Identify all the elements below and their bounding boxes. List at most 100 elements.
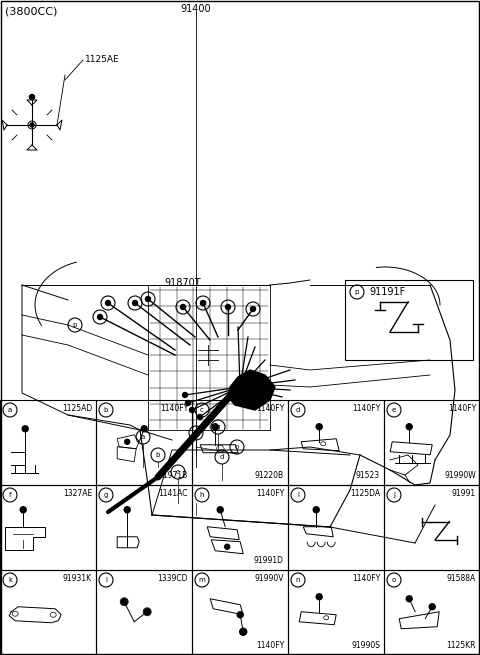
Text: 91400: 91400 xyxy=(180,4,211,14)
Text: e: e xyxy=(251,306,255,312)
Text: 1125AD: 1125AD xyxy=(62,404,92,413)
Text: (3800CC): (3800CC) xyxy=(5,7,58,17)
Text: j: j xyxy=(393,492,395,498)
Circle shape xyxy=(225,544,230,550)
Text: e: e xyxy=(392,407,396,413)
Text: l: l xyxy=(182,304,184,310)
Text: a: a xyxy=(8,407,12,413)
Circle shape xyxy=(406,596,412,602)
Text: i: i xyxy=(107,300,109,306)
Text: h: h xyxy=(200,492,204,498)
Text: 1140FY: 1140FY xyxy=(352,574,380,583)
Bar xyxy=(384,485,480,570)
Circle shape xyxy=(316,593,322,600)
Text: c: c xyxy=(176,469,180,475)
Text: k: k xyxy=(8,577,12,583)
Text: 1125AE: 1125AE xyxy=(85,56,120,64)
Text: g: g xyxy=(104,492,108,498)
Circle shape xyxy=(217,507,223,513)
Text: 1327AE: 1327AE xyxy=(63,489,92,498)
Circle shape xyxy=(30,123,34,127)
Circle shape xyxy=(251,307,255,312)
Bar xyxy=(0,570,96,655)
Text: p: p xyxy=(355,289,359,295)
Bar xyxy=(96,485,192,570)
Circle shape xyxy=(212,424,218,430)
Text: 1141AC: 1141AC xyxy=(158,489,188,498)
Text: o: o xyxy=(392,577,396,583)
Bar xyxy=(384,400,480,485)
Bar xyxy=(0,485,96,570)
Text: 91220B: 91220B xyxy=(255,471,284,480)
Text: 1125DA: 1125DA xyxy=(350,489,380,498)
Text: 1125KR: 1125KR xyxy=(446,641,476,650)
Text: i: i xyxy=(297,492,299,498)
Text: b: b xyxy=(104,407,108,413)
Text: 91991: 91991 xyxy=(452,489,476,498)
Circle shape xyxy=(406,424,412,430)
Bar xyxy=(345,280,473,360)
Text: 1140FY: 1140FY xyxy=(256,641,284,650)
Text: f: f xyxy=(9,492,11,498)
Text: m: m xyxy=(200,300,206,306)
Circle shape xyxy=(97,314,103,320)
Bar xyxy=(192,570,288,655)
Circle shape xyxy=(20,507,26,513)
Bar xyxy=(192,485,288,570)
Text: c: c xyxy=(200,407,204,413)
Text: n: n xyxy=(296,577,300,583)
Text: 91588A: 91588A xyxy=(447,574,476,583)
Text: o: o xyxy=(235,444,239,450)
Circle shape xyxy=(144,608,150,615)
Text: g: g xyxy=(216,424,220,430)
Circle shape xyxy=(313,507,319,513)
Circle shape xyxy=(106,301,110,305)
Circle shape xyxy=(145,297,151,301)
Text: j: j xyxy=(134,300,136,306)
Polygon shape xyxy=(228,370,275,410)
Circle shape xyxy=(124,507,130,513)
Bar xyxy=(288,485,384,570)
Circle shape xyxy=(22,426,28,432)
Text: 91870T: 91870T xyxy=(165,278,201,288)
Text: h: h xyxy=(98,314,102,320)
Text: 1339CD: 1339CD xyxy=(157,574,188,583)
Text: n: n xyxy=(226,304,230,310)
Text: b: b xyxy=(156,452,160,458)
Text: a: a xyxy=(141,434,145,440)
Circle shape xyxy=(182,392,188,398)
Text: l: l xyxy=(105,577,107,583)
Text: 91990S: 91990S xyxy=(351,641,380,650)
Circle shape xyxy=(141,426,147,432)
Text: 91523: 91523 xyxy=(356,471,380,480)
Text: 1140FY: 1140FY xyxy=(256,489,284,498)
Text: 91191F: 91191F xyxy=(369,287,405,297)
Circle shape xyxy=(237,612,243,618)
Circle shape xyxy=(316,424,322,430)
Bar xyxy=(96,400,192,485)
Bar xyxy=(288,400,384,485)
Text: d: d xyxy=(296,407,300,413)
Circle shape xyxy=(190,407,194,413)
Circle shape xyxy=(121,599,127,605)
Circle shape xyxy=(226,305,230,310)
Text: 1140FY: 1140FY xyxy=(352,404,380,413)
Bar xyxy=(288,570,384,655)
Circle shape xyxy=(132,301,137,305)
Text: 91990W: 91990W xyxy=(444,471,476,480)
Text: 1140FY: 1140FY xyxy=(160,404,188,413)
Circle shape xyxy=(240,628,247,635)
Bar xyxy=(384,570,480,655)
Text: 91931K: 91931K xyxy=(63,574,92,583)
Circle shape xyxy=(185,400,191,405)
Text: p: p xyxy=(73,322,77,328)
Circle shape xyxy=(125,440,130,444)
Circle shape xyxy=(180,305,185,310)
Text: k: k xyxy=(146,296,150,302)
Text: 91990V: 91990V xyxy=(254,574,284,583)
Text: 91971B: 91971B xyxy=(159,471,188,480)
Text: 91991D: 91991D xyxy=(254,556,284,565)
Text: m: m xyxy=(199,577,205,583)
Text: 1140FY: 1140FY xyxy=(448,404,476,413)
Circle shape xyxy=(201,301,205,305)
